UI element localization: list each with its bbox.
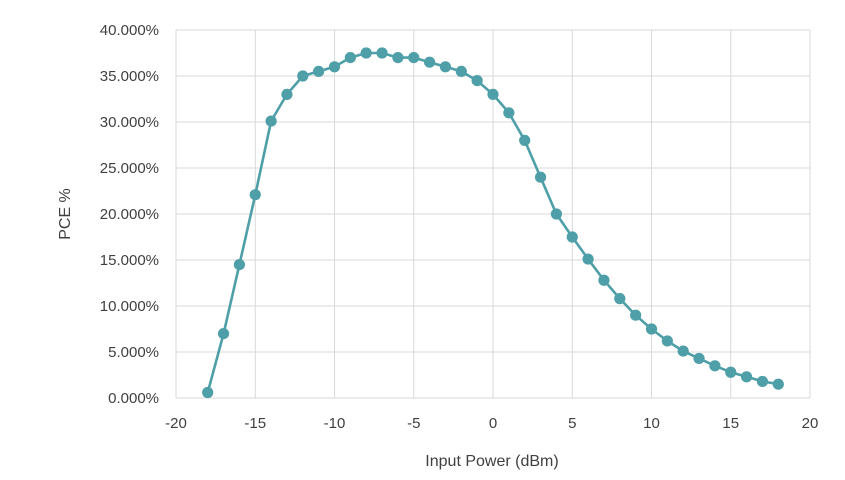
data-point — [709, 360, 721, 372]
y-tick-label: 0.000% — [108, 390, 159, 407]
y-tick-label: 15.000% — [100, 252, 159, 269]
data-point — [439, 61, 452, 73]
data-point — [550, 208, 563, 220]
data-point — [534, 171, 547, 183]
x-axis-title: Input Power (dBm) — [425, 453, 558, 470]
data-point — [233, 259, 245, 271]
x-tick-label: 5 — [568, 415, 576, 432]
y-tick-label: 5.000% — [108, 344, 159, 361]
data-point — [487, 88, 499, 100]
data-point — [503, 107, 515, 119]
x-tick-label: 20 — [802, 415, 819, 432]
x-tick-label: -20 — [165, 415, 187, 432]
y-axis-title: PCE % — [57, 188, 74, 240]
data-point — [661, 335, 673, 347]
data-point — [265, 115, 277, 127]
data-point — [217, 328, 230, 340]
data-point — [645, 323, 658, 335]
data-point — [281, 88, 293, 100]
data-point — [328, 61, 341, 73]
data-point — [772, 378, 784, 390]
y-tick-label: 10.000% — [100, 298, 159, 315]
data-point — [408, 52, 420, 64]
data-point — [471, 75, 483, 87]
data-point — [566, 231, 578, 243]
y-axis-tick-labels: 0.000% 5.000% 10.000% 15.000% 20.000% 25.000%… — [100, 22, 159, 407]
y-tick-label: 40.000% — [100, 22, 159, 39]
data-point — [392, 52, 404, 64]
data-point — [360, 47, 372, 59]
x-tick-label: 0 — [489, 415, 497, 432]
grid-layer — [175, 29, 811, 399]
data-point — [455, 65, 467, 77]
x-tick-label: -10 — [324, 415, 346, 432]
data-point — [344, 52, 356, 64]
data-point — [741, 371, 753, 383]
data-point — [756, 375, 769, 388]
data-point — [313, 65, 325, 77]
y-tick-label: 20.000% — [100, 206, 159, 223]
x-axis-tick-labels: -20 -15 -10 -5 0 5 10 15 20 — [165, 415, 818, 432]
x-tick-label: -15 — [244, 415, 266, 432]
data-point — [677, 345, 689, 357]
x-tick-label: 10 — [643, 415, 660, 432]
data-point — [630, 309, 642, 321]
x-tick-label: 15 — [722, 415, 739, 432]
y-tick-label: 30.000% — [100, 114, 159, 131]
data-point — [614, 293, 626, 305]
data-point — [249, 189, 261, 201]
data-point — [693, 352, 705, 365]
data-point — [725, 366, 737, 378]
data-point — [582, 253, 594, 265]
x-tick-label: -5 — [407, 415, 420, 432]
data-point — [519, 134, 531, 146]
y-tick-label: 35.000% — [100, 68, 159, 85]
data-point — [598, 274, 610, 286]
data-point — [297, 70, 309, 82]
data-point — [202, 386, 214, 399]
data-point — [376, 47, 388, 59]
series-layer — [202, 47, 784, 399]
y-tick-label: 25.000% — [100, 160, 159, 177]
data-point — [424, 56, 436, 68]
